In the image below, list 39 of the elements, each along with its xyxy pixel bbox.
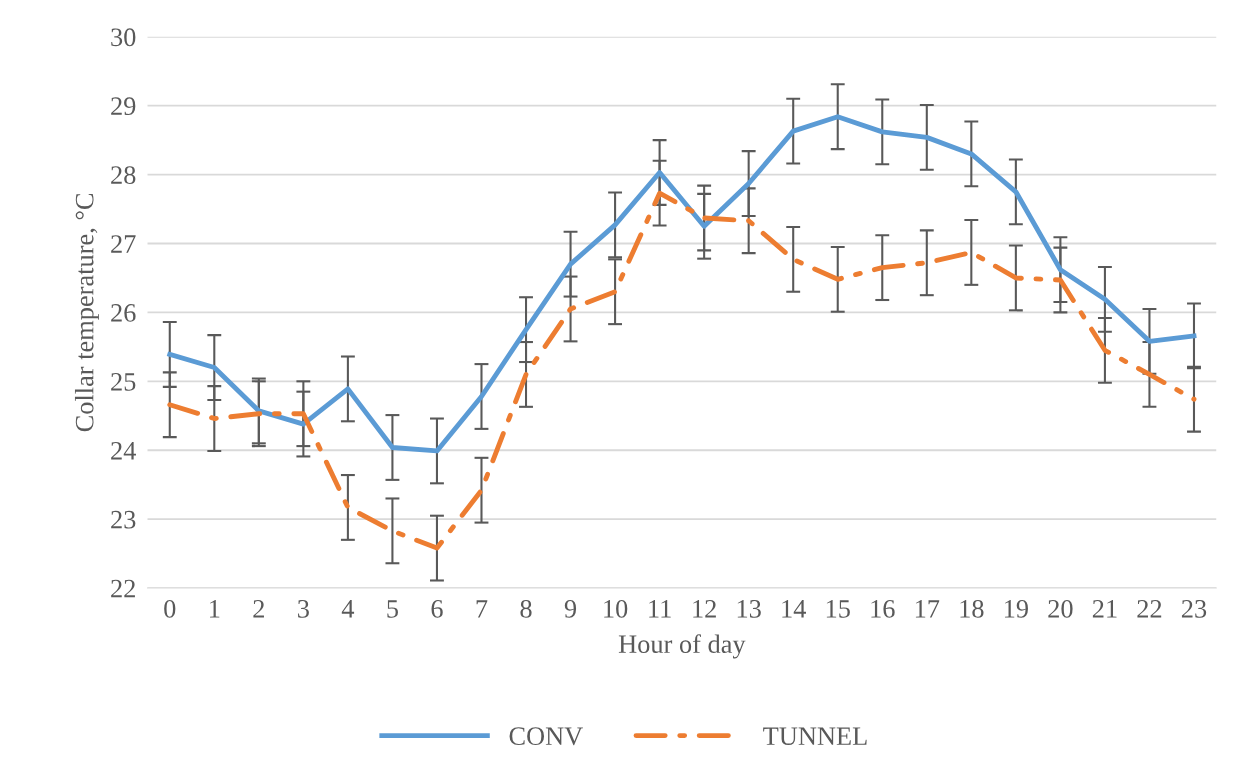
x-tick-label: 11 [649,600,671,618]
x-tick-label: 18 [960,599,984,618]
y-tick-label: 29 [111,97,136,116]
x-tick-label: 9 [564,600,577,618]
y-axis-title: Collar temperature, °C [74,193,99,432]
x-tick-label: 5 [387,600,398,618]
x-tick-label: 19 [1004,600,1028,618]
line-series [167,190,1197,551]
x-tick-label: 16 [871,600,895,618]
x-tick-label: 3 [298,600,309,618]
y-tick-label: 27 [111,235,136,253]
y-tick-label: 30 [111,28,136,47]
x-tick-label: 1 [210,600,220,618]
x-tick-label: 8 [520,599,532,618]
x-tick-label: 4 [341,600,355,618]
legend-label: CONV [509,727,583,746]
y-tick-label: 22 [111,579,135,598]
x-tick-label: 13 [737,600,761,618]
x-axis-title: Hour of day [618,634,746,659]
x-tick-label: 17 [915,600,940,618]
y-tick-label: 24 [111,441,136,460]
y-tick-label: 25 [111,373,136,391]
legend-label: TUNNEL [763,727,867,746]
line-series [167,114,1197,454]
x-tick-label: 14 [782,600,806,618]
y-tick-label: 26 [111,304,136,322]
x-tick-label: 15 [826,600,850,618]
x-tick-label: 22 [1137,600,1162,618]
y-tick-label: 23 [111,510,136,529]
x-tick-label: 21 [1092,600,1117,618]
x-tick-label: 10 [604,599,628,618]
x-tick-label: 2 [253,600,264,618]
x-tick-label: 6 [431,600,443,618]
x-tick-label: 12 [693,600,716,618]
x-tick-label: 0 [164,599,176,618]
y-tick-label: 28 [111,166,136,184]
x-tick-label: 20 [1048,599,1073,618]
x-tick-label: 7 [476,600,488,618]
x-tick-label: 23 [1181,600,1207,618]
